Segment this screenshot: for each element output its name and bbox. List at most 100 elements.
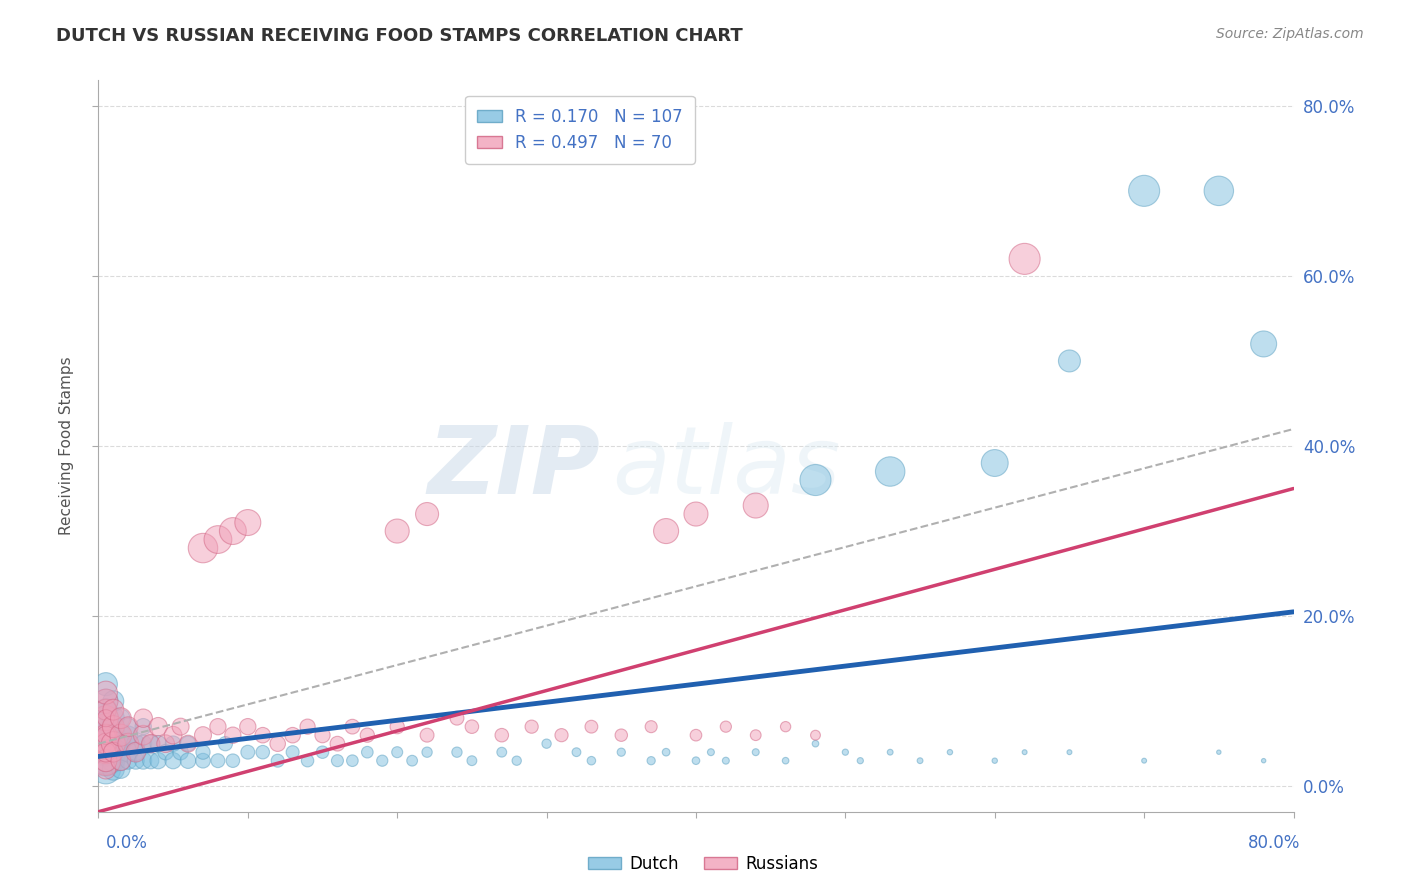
Point	[132, 737, 155, 751]
Point	[94, 728, 117, 742]
Point	[125, 737, 148, 751]
Point	[155, 745, 177, 759]
Point	[94, 745, 117, 759]
Point	[148, 720, 170, 734]
Point	[714, 754, 737, 768]
Point	[94, 728, 117, 742]
Point	[326, 737, 349, 751]
Point	[103, 737, 125, 751]
Point	[446, 711, 468, 725]
Point	[94, 703, 117, 717]
Point	[103, 728, 125, 742]
Point	[103, 694, 125, 708]
Point	[745, 728, 768, 742]
Point	[610, 745, 633, 759]
Point	[94, 745, 117, 759]
Point	[94, 754, 117, 768]
Point	[1133, 754, 1156, 768]
Point	[94, 728, 117, 742]
Point	[117, 737, 139, 751]
Point	[94, 703, 117, 717]
Point	[236, 516, 259, 530]
Point	[222, 524, 245, 538]
Point	[775, 754, 797, 768]
Point	[117, 737, 139, 751]
Point	[117, 754, 139, 768]
Point	[640, 720, 662, 734]
Point	[371, 754, 394, 768]
Point	[94, 720, 117, 734]
Point	[685, 754, 707, 768]
Point	[103, 762, 125, 776]
Point	[139, 754, 162, 768]
Point	[267, 737, 290, 751]
Point	[214, 737, 236, 751]
Point	[1059, 354, 1081, 368]
Point	[94, 686, 117, 700]
Point	[401, 754, 423, 768]
Point	[311, 745, 333, 759]
Point	[984, 456, 1007, 470]
Point	[775, 720, 797, 734]
Point	[132, 728, 155, 742]
Point	[191, 541, 214, 555]
Text: 0.0%: 0.0%	[105, 834, 148, 852]
Point	[110, 754, 132, 768]
Point	[1014, 252, 1036, 266]
Point	[311, 728, 333, 742]
Point	[804, 728, 827, 742]
Point	[297, 754, 319, 768]
Point	[94, 745, 117, 759]
Point	[834, 745, 856, 759]
Point	[125, 754, 148, 768]
Point	[236, 720, 259, 734]
Point	[252, 728, 274, 742]
Point	[685, 728, 707, 742]
Point	[94, 711, 117, 725]
Point	[110, 737, 132, 751]
Point	[110, 745, 132, 759]
Point	[94, 728, 117, 742]
Point	[132, 711, 155, 725]
Point	[139, 737, 162, 751]
Point	[103, 737, 125, 751]
Point	[385, 745, 409, 759]
Point	[536, 737, 558, 751]
Point	[94, 694, 117, 708]
Point	[103, 703, 125, 717]
Point	[103, 720, 125, 734]
Point	[110, 754, 132, 768]
Point	[207, 533, 229, 547]
Point	[281, 728, 304, 742]
Point	[326, 754, 349, 768]
Point	[1253, 754, 1275, 768]
Point	[139, 737, 162, 751]
Point	[132, 720, 155, 734]
Text: 80.0%: 80.0%	[1249, 834, 1301, 852]
Point	[281, 745, 304, 759]
Point	[103, 745, 125, 759]
Point	[103, 711, 125, 725]
Text: DUTCH VS RUSSIAN RECEIVING FOOD STAMPS CORRELATION CHART: DUTCH VS RUSSIAN RECEIVING FOOD STAMPS C…	[56, 27, 742, 45]
Point	[94, 728, 117, 742]
Point	[714, 720, 737, 734]
Point	[94, 720, 117, 734]
Point	[581, 720, 603, 734]
Point	[908, 754, 931, 768]
Point	[446, 745, 468, 759]
Point	[491, 745, 513, 759]
Point	[103, 720, 125, 734]
Point	[94, 737, 117, 751]
Point	[461, 754, 484, 768]
Point	[939, 745, 962, 759]
Point	[110, 762, 132, 776]
Point	[103, 754, 125, 768]
Point	[148, 754, 170, 768]
Point	[1014, 745, 1036, 759]
Point	[297, 720, 319, 734]
Point	[849, 754, 872, 768]
Point	[1253, 337, 1275, 351]
Text: ZIP: ZIP	[427, 422, 600, 514]
Point	[581, 754, 603, 768]
Point	[169, 745, 191, 759]
